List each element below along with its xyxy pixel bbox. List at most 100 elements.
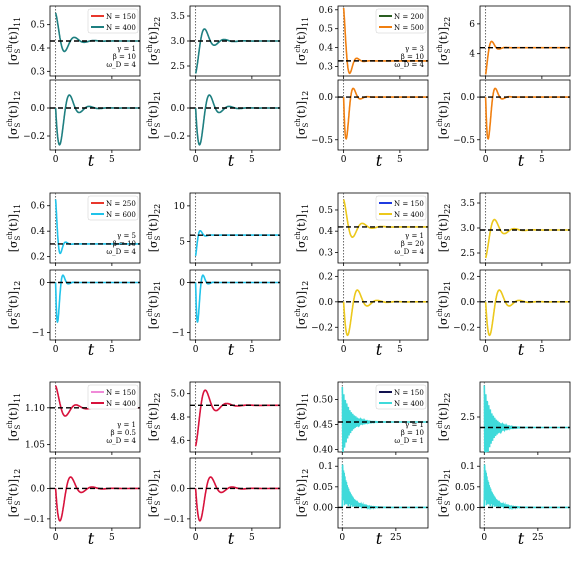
axes-12: −0.2 0.0 0 5	[23, 79, 141, 165]
axes-frame	[189, 457, 281, 529]
y-tick-label: 3.5	[461, 199, 476, 209]
axes-21: −0.1 0.0 0 5	[163, 457, 281, 543]
axes-frame	[189, 79, 281, 151]
x-tick-label: 0	[193, 345, 199, 355]
y-tick-label: 0.6	[319, 6, 334, 16]
axes-22: 2.5 3.0 3.5	[171, 5, 281, 79]
y-tick-label: 1.10	[25, 404, 45, 414]
y-tick-label: 0.4	[31, 227, 46, 237]
axes-22: 2.5 3.0 3.5	[461, 192, 571, 266]
y-tick-label: 0.0	[461, 93, 476, 103]
chart-panel-8: 2.5 3.0 3.5 −0.2 0.0 0.2 0 5 [σSch(t)]22 [σSch(t)…	[436, 192, 571, 359]
legend-label: N = 150	[106, 13, 136, 21]
chart-panel-7: 0.3 0.4 0.5 −0.2 0.0 0.2 0 5 [σSch(t)]11 [σSch(t)…	[294, 192, 429, 359]
axes-frame	[49, 79, 141, 151]
y-tick-label: 0.6	[31, 202, 46, 212]
legend: N = 200 N = 500	[375, 8, 427, 34]
x-tick-label: 5	[397, 345, 403, 355]
x-tick-label: 0	[341, 345, 347, 355]
axes-22: 5 10	[174, 192, 281, 266]
y-tick-label: 0.3	[319, 248, 334, 258]
y-tick-label: −0.1	[163, 515, 185, 525]
legend-label: N = 500	[394, 24, 424, 32]
axes-12: −0.2 0.0 0.2 0 5	[311, 269, 429, 355]
parameter-label: γ = 5	[117, 232, 136, 240]
y-axis-label-11: [σSch(t)]11	[6, 17, 22, 66]
y-axis-label-21: [σSch(t)]21	[146, 281, 162, 330]
y-axis-label-11: [σSch(t)]11	[294, 204, 310, 253]
x-axis-label: t	[88, 151, 95, 170]
x-tick-label: 25	[390, 533, 402, 543]
x-axis-label: t	[376, 151, 383, 170]
x-axis-label: t	[88, 340, 95, 359]
x-tick-label: 0	[481, 533, 487, 543]
y-axis-label-12: [σSch(t)]12	[294, 281, 310, 330]
y-tick-label: 0.00	[313, 503, 333, 513]
chart-panel-2: 2.5 3.0 3.5 −0.2 0.0 0 5 [σSch(t)]22 [σSch(t)]21…	[146, 5, 281, 170]
y-tick-label: 0.50	[313, 396, 333, 406]
axes-frame	[337, 79, 429, 151]
x-axis-label: t	[518, 529, 525, 548]
y-axis-label-22: [σSch(t)]22	[436, 17, 452, 66]
x-tick-label: 0	[53, 155, 59, 165]
y-axis-label-12: [σSch(t)]12	[294, 469, 310, 518]
axes-21: −0.2 0.0 0.2 0 5	[453, 269, 571, 355]
parameter-label: ω_D = 4	[394, 61, 424, 69]
legend: N = 150 N = 400	[87, 8, 139, 34]
parameter-label: β = 10	[113, 53, 136, 61]
y-tick-label: −0.5	[453, 136, 475, 146]
parameter-annotation: γ = 5β = 10ω_D = 4	[106, 232, 136, 256]
x-axis-label: t	[228, 529, 235, 548]
y-tick-label: −0.2	[453, 323, 475, 333]
axes-12: 0.00 0.05 0.1 0 25	[313, 457, 429, 543]
legend-label: N = 150	[106, 389, 136, 397]
x-tick-label: 0	[193, 533, 199, 543]
legend-label: N = 200	[394, 13, 424, 21]
y-tick-label: 0.05	[455, 483, 475, 493]
axes-frame	[479, 5, 571, 77]
parameter-annotation: γ = 1β = 20ω_D = 4	[394, 232, 424, 256]
y-tick-label: 0.40	[313, 446, 333, 456]
x-tick-label: 5	[539, 155, 545, 165]
axes-frame	[189, 192, 281, 264]
axes-12: −0.5 0.0 0 5	[311, 79, 429, 165]
y-axis-label-21: [σSch(t)]21	[436, 281, 452, 330]
y-tick-label: 0.2	[461, 272, 475, 282]
y-tick-label: 0.4	[319, 44, 334, 54]
y-axis-label-11: [σSch(t)]11	[6, 393, 22, 442]
x-tick-label: 5	[109, 533, 115, 543]
y-tick-label: 0.45	[313, 421, 333, 431]
parameter-label: γ = 3	[405, 45, 424, 53]
y-tick-label: 5.0	[171, 390, 186, 400]
x-axis-label: t	[518, 340, 525, 359]
legend-label: N = 400	[394, 400, 424, 408]
y-axis-label-11: [σSch(t)]11	[6, 204, 22, 253]
y-tick-label: −0.2	[23, 132, 45, 142]
y-tick-label: 1.05	[25, 441, 45, 451]
parameter-label: γ = 1	[117, 421, 136, 429]
axes-21: −0.5 0.0 0 5	[453, 79, 571, 165]
axes-frame	[479, 269, 571, 341]
parameter-label: ω_D = 4	[394, 248, 424, 256]
y-axis-label-21: [σSch(t)]21	[146, 469, 162, 518]
y-tick-label: 0.3	[319, 63, 334, 73]
x-tick-label: 0	[193, 155, 199, 165]
legend-label: N = 400	[394, 211, 424, 219]
x-tick-label: 5	[249, 345, 255, 355]
x-tick-label: 25	[532, 533, 544, 543]
axes-12: −1 0 0 5	[32, 269, 141, 355]
x-tick-label: 5	[109, 155, 115, 165]
x-tick-label: 0	[341, 155, 347, 165]
parameter-label: ω_D = 4	[106, 61, 136, 69]
x-tick-label: 0	[53, 533, 59, 543]
y-tick-label: 0.5	[319, 206, 334, 216]
y-axis-label-12: [σSch(t)]12	[6, 469, 22, 518]
y-tick-label: 0.0	[171, 484, 186, 494]
legend-label: N = 150	[394, 200, 424, 208]
x-tick-label: 0	[53, 345, 59, 355]
chart-panel-10: 4.6 4.8 5.0 −0.1 0.0 0 5 [σSch(t)]22 [σSch(t)]21…	[146, 381, 281, 548]
axes-21: 0.00 0.05 0.1 0 25	[455, 457, 571, 543]
y-tick-label: 2.5	[171, 62, 186, 72]
y-tick-label: 3.0	[171, 37, 186, 47]
y-tick-label: 0.0	[319, 298, 334, 308]
